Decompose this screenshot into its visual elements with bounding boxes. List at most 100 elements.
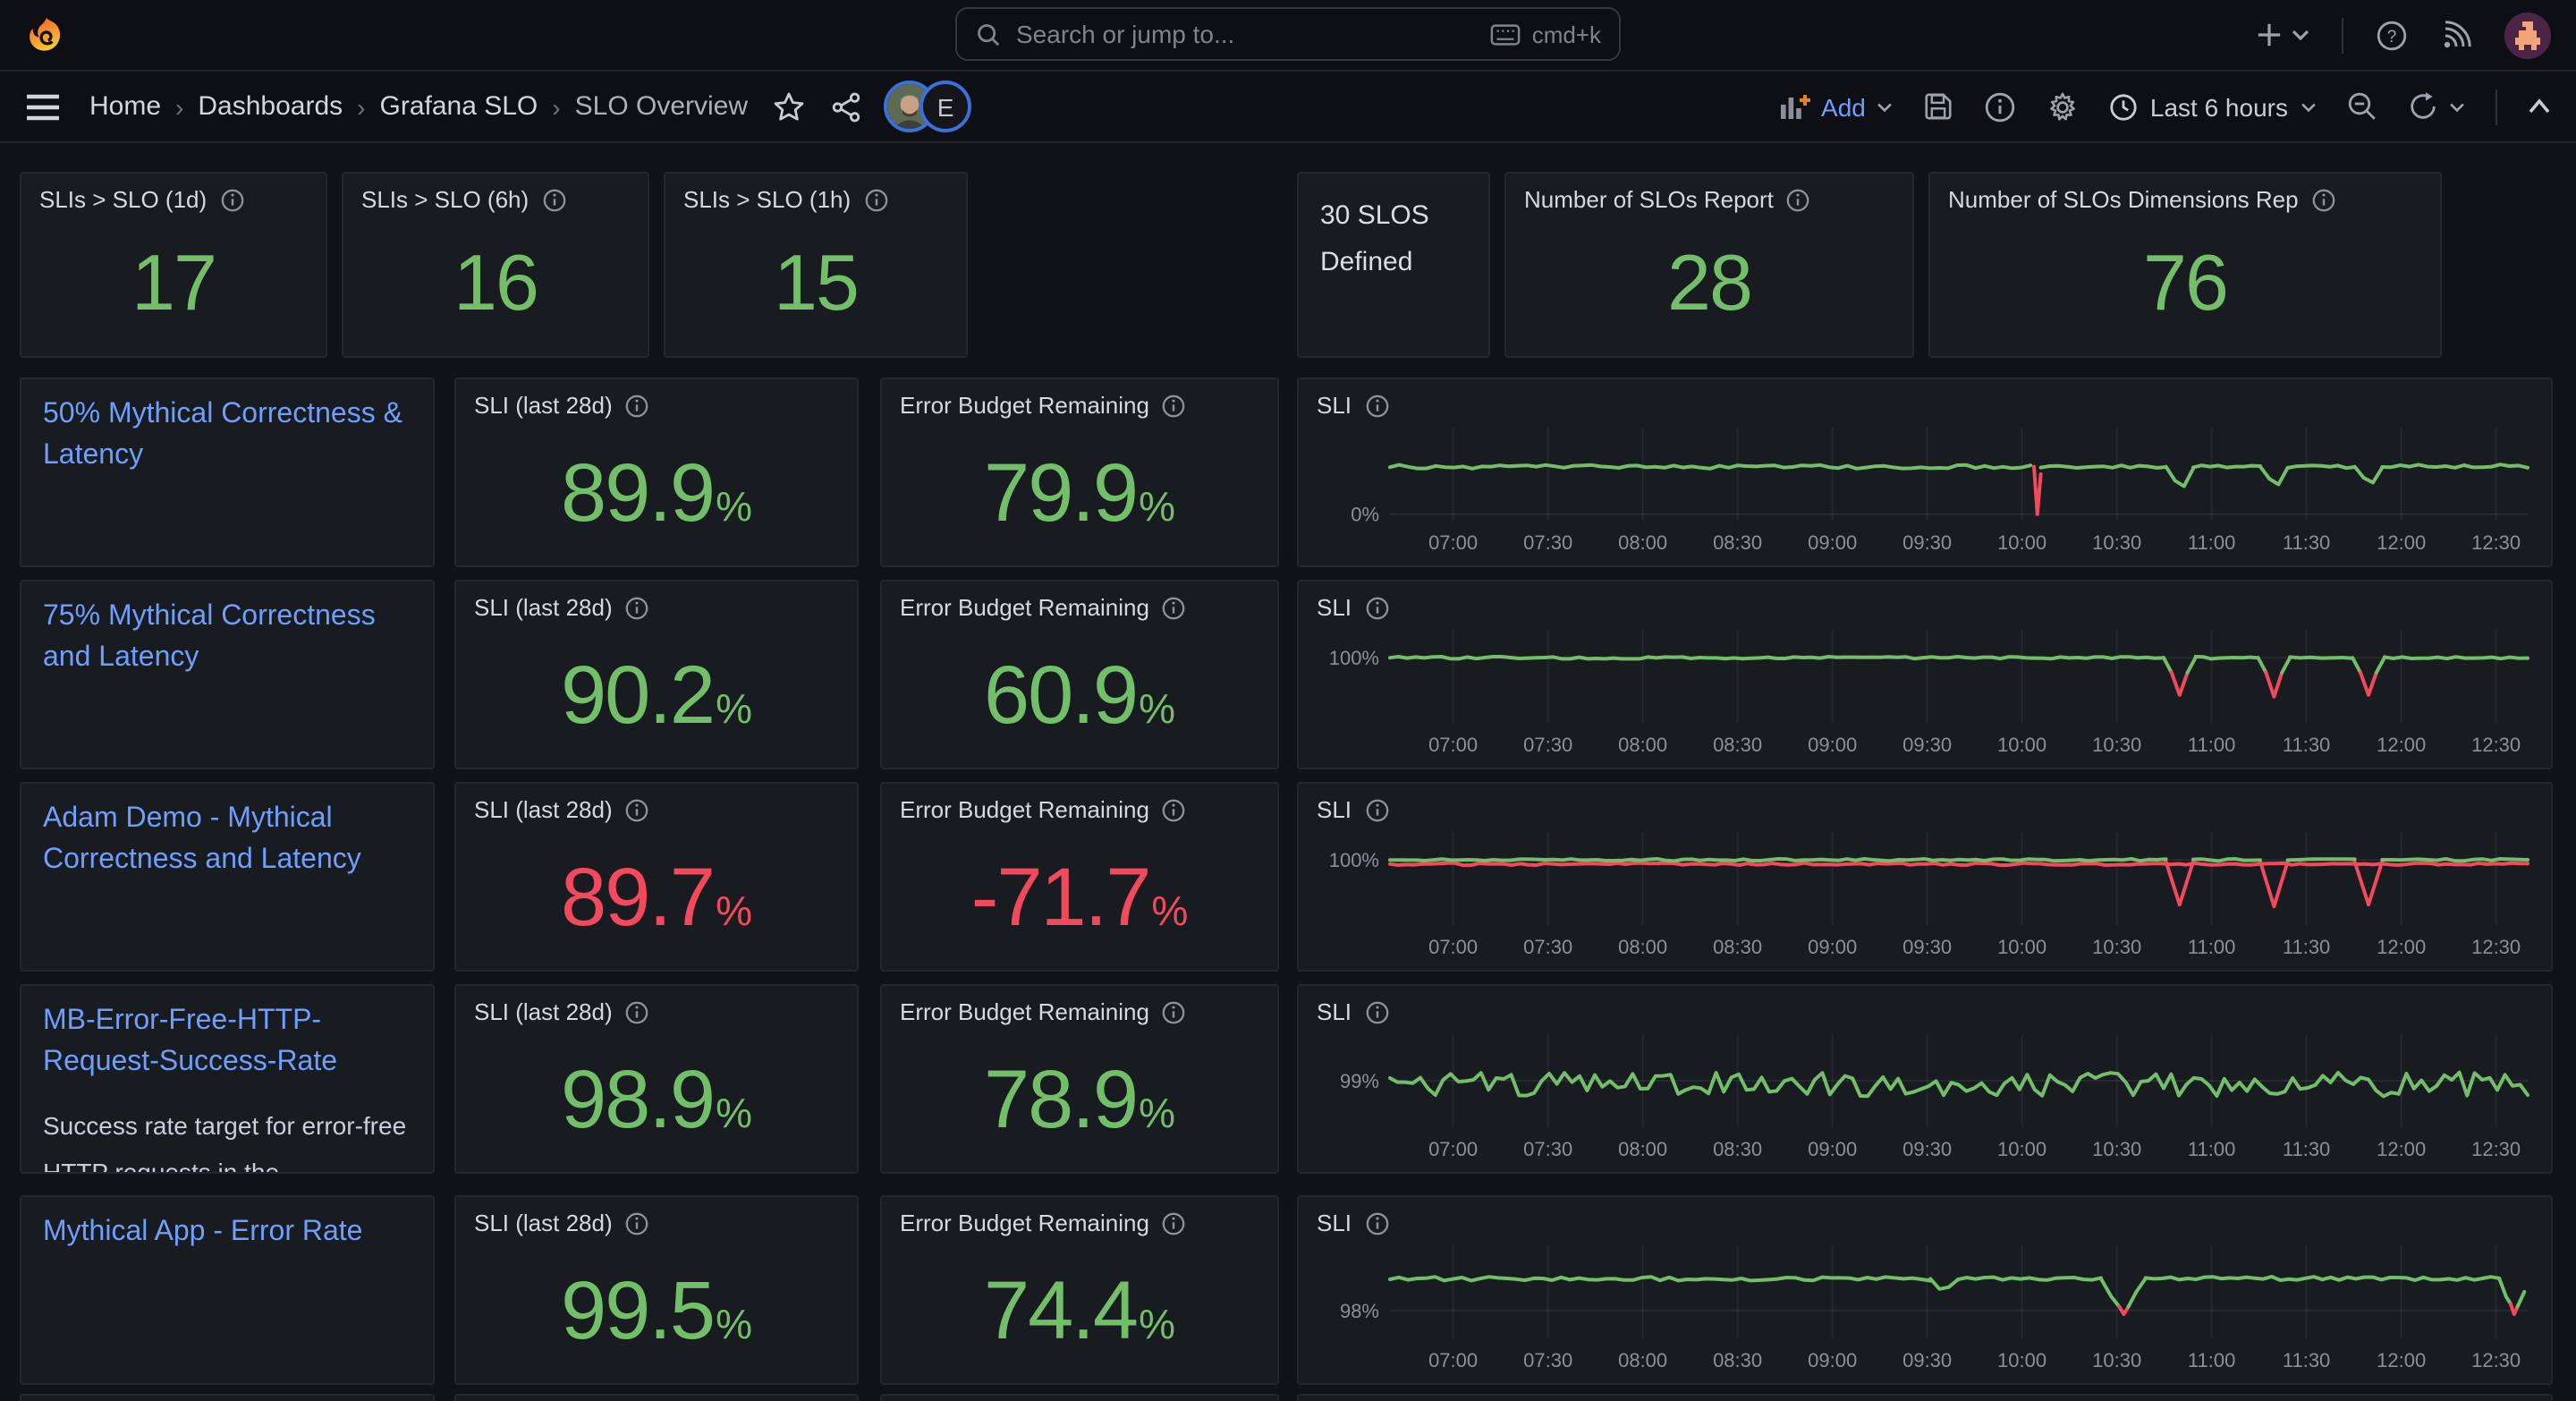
- x-axis-tick-label: 08:00: [1618, 531, 1667, 554]
- sli-value: 89.7: [561, 850, 716, 943]
- dashboard-settings-button[interactable]: [2046, 90, 2079, 123]
- info-icon[interactable]: [1364, 595, 1389, 620]
- panel-title: Error Budget Remaining: [900, 998, 1149, 1025]
- info-icon[interactable]: [1364, 1210, 1389, 1235]
- info-icon[interactable]: [625, 797, 650, 822]
- chevron-down-icon: [1877, 102, 1892, 112]
- time-range-picker[interactable]: Last 6 hours: [2109, 92, 2317, 121]
- stat-value: 16: [453, 240, 539, 327]
- y-axis-label: 100%: [1329, 647, 1379, 669]
- info-icon[interactable]: [1162, 797, 1187, 822]
- chevron-down-icon: [2301, 102, 2316, 112]
- info-circle-icon: [1985, 91, 2015, 122]
- save-dashboard-button[interactable]: [1923, 91, 1953, 122]
- text-line: 30 SLOS: [1320, 200, 1429, 231]
- slo-name-link[interactable]: Mythical App - Error Rate: [43, 1217, 363, 1247]
- sli-unit: %: [716, 685, 752, 732]
- topbar-divider: [2342, 17, 2343, 53]
- breadcrumb-folder[interactable]: Grafana SLO: [379, 91, 538, 122]
- help-button[interactable]: ?: [2376, 19, 2408, 51]
- share-icon: [832, 91, 860, 122]
- share-button[interactable]: [830, 90, 862, 123]
- x-axis-tick-label: 11:30: [2283, 734, 2330, 756]
- slo-name-panel: Adam Demo - Mythical Correctness and Lat…: [20, 782, 435, 972]
- x-axis-tick-label: 08:30: [1713, 531, 1762, 554]
- info-icon[interactable]: [1162, 595, 1187, 620]
- chevron-down-icon: [2292, 30, 2309, 41]
- error-budget-unit: %: [1139, 685, 1175, 732]
- info-icon[interactable]: [1786, 187, 1811, 212]
- x-axis-tick-label: 08:00: [1618, 936, 1667, 958]
- search-input[interactable]: Search or jump to... cmd+k: [955, 7, 1621, 61]
- time-range-label: Last 6 hours: [2149, 92, 2288, 121]
- topbar-right-icons: ?: [2256, 12, 2551, 58]
- x-axis-tick-label: 10:30: [2092, 1138, 2141, 1160]
- dashboard-insights-button[interactable]: [1984, 90, 2016, 123]
- pixel-avatar-icon: [2504, 12, 2551, 58]
- save-icon: [1925, 93, 1952, 120]
- info-icon[interactable]: [1364, 797, 1389, 822]
- user-avatar[interactable]: [2504, 12, 2551, 58]
- error-budget-value: -71.7: [970, 850, 1152, 943]
- info-icon[interactable]: [1162, 999, 1187, 1024]
- sli-unit: %: [716, 1301, 752, 1347]
- stat-value: 28: [1667, 240, 1753, 327]
- stat-panel-slis-slo-1d: SLIs > SLO (1d) 17: [20, 172, 327, 358]
- news-button[interactable]: [2440, 19, 2472, 51]
- rss-icon: [2444, 20, 2471, 47]
- favorite-button[interactable]: [773, 90, 805, 123]
- slo-name-panel: 75% Mythical Correctness and Latency: [20, 580, 435, 769]
- info-icon[interactable]: [219, 187, 244, 212]
- zoom-out-button[interactable]: [2347, 91, 2377, 122]
- x-axis-tick-label: 12:00: [2377, 936, 2426, 958]
- stat-value: 17: [131, 240, 217, 327]
- grafana-logo[interactable]: [25, 13, 68, 56]
- info-icon[interactable]: [863, 187, 888, 212]
- info-icon[interactable]: [1162, 393, 1187, 418]
- text-panel-slos-defined: 30 SLOS Defined: [1297, 172, 1490, 358]
- y-axis-label: 100%: [1329, 849, 1379, 871]
- kiosk-mode-button[interactable]: [2528, 98, 2551, 115]
- add-panel-button[interactable]: Add: [1780, 92, 1893, 121]
- x-axis-tick-label: 10:00: [1997, 734, 2046, 756]
- slo-row: 75% Mythical Correctness and Latency SLI…: [0, 580, 2576, 769]
- info-icon[interactable]: [625, 393, 650, 418]
- collaborator-letter-avatar[interactable]: E: [919, 81, 972, 132]
- breadcrumb-home[interactable]: Home: [89, 91, 162, 122]
- y-axis-label: 0%: [1351, 504, 1379, 526]
- info-icon[interactable]: [625, 999, 650, 1024]
- info-icon[interactable]: [625, 1210, 650, 1235]
- x-axis-tick-label: 11:00: [2188, 531, 2235, 554]
- slo-name-link[interactable]: Adam Demo - Mythical Correctness and Lat…: [43, 803, 361, 875]
- sli-timeseries-chart: 07:00 07:30 08:00 08:30 09:00 09:30 10:00 10:30…: [1329, 832, 2529, 958]
- breadcrumb-dashboards[interactable]: Dashboards: [198, 91, 343, 122]
- info-icon[interactable]: [1364, 999, 1389, 1024]
- sli-chart-panel: SLI 07:00 07:30 08:00 08:30 09:00 09:30 10:00 1…: [1297, 580, 2553, 769]
- refresh-button[interactable]: [2408, 91, 2465, 122]
- panel-title: Error Budget Remaining: [900, 1210, 1149, 1236]
- stat-panel-slis-slo-6h: SLIs > SLO (6h) 16: [342, 172, 649, 358]
- slo-name-link[interactable]: 50% Mythical Correctness & Latency: [43, 399, 402, 471]
- sli-chart-panel: SLI 07:00 07:30 08:00 08:30 09:00 09:30 10:00 1…: [1297, 782, 2553, 972]
- svg-text:?: ?: [2387, 27, 2397, 46]
- menu-toggle-button[interactable]: [25, 92, 61, 121]
- panel-title: SLI (last 28d): [474, 998, 613, 1025]
- breadcrumb-separator: ›: [552, 92, 561, 121]
- panel-title: SLI: [1317, 392, 1352, 419]
- info-icon[interactable]: [1162, 1210, 1187, 1235]
- sli-timeseries-chart: 07:00 07:30 08:00 08:30 09:00 09:30 10:00 10:30…: [1329, 630, 2529, 756]
- panel-title: SLI: [1317, 1210, 1352, 1236]
- toolbar-actions: Add: [1780, 89, 2551, 124]
- x-axis-tick-label: 10:30: [2092, 1349, 2141, 1371]
- x-axis-tick-label: 10:30: [2092, 734, 2141, 756]
- slo-name-link[interactable]: MB-Error-Free-HTTP-Request-Success-Rate: [43, 1006, 338, 1077]
- info-icon[interactable]: [2311, 187, 2336, 212]
- info-icon[interactable]: [1364, 393, 1389, 418]
- info-icon[interactable]: [625, 595, 650, 620]
- new-button[interactable]: [2256, 21, 2309, 48]
- sli-chart-panel: SLI 07:00 07:30 08:00 08:30 09:00 09:30 10:00 1…: [1297, 378, 2553, 567]
- panel-title: SLI: [1317, 796, 1352, 823]
- error-budget-panel: Error Budget Remaining -71.7%: [880, 782, 1279, 972]
- info-icon[interactable]: [541, 187, 566, 212]
- slo-name-link[interactable]: 75% Mythical Correctness and Latency: [43, 601, 376, 673]
